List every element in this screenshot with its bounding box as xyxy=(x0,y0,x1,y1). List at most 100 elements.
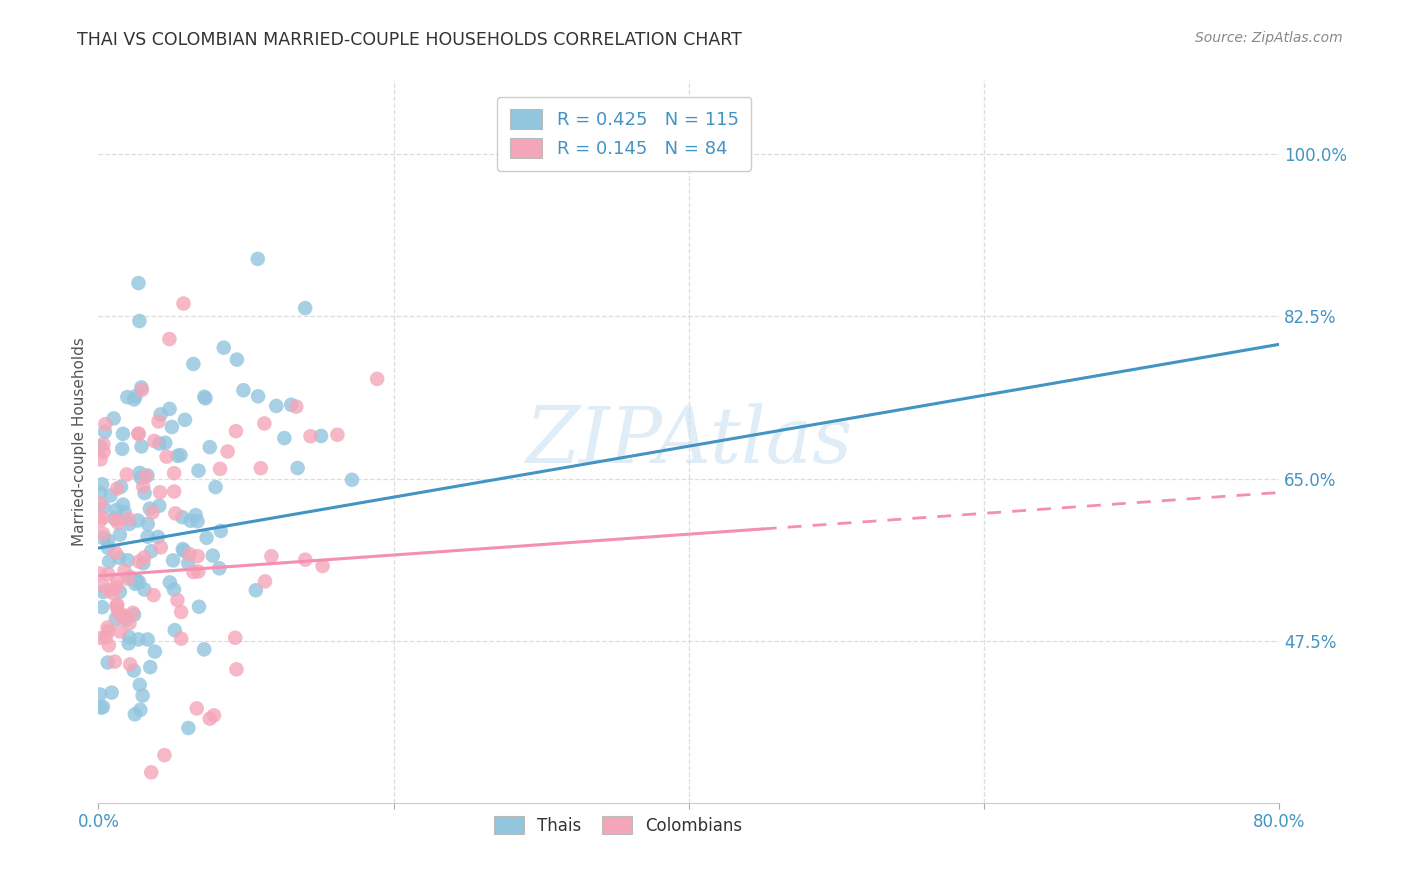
Point xyxy=(120,570,142,584)
Point xyxy=(136,632,159,647)
Point xyxy=(141,765,163,780)
Point xyxy=(187,464,209,478)
Point xyxy=(105,580,128,594)
Point xyxy=(198,712,221,726)
Point xyxy=(217,444,239,458)
Point xyxy=(155,450,177,464)
Point xyxy=(94,630,117,644)
Point xyxy=(249,461,271,475)
Point xyxy=(90,700,112,714)
Point xyxy=(97,620,120,634)
Point xyxy=(93,445,115,459)
Point xyxy=(285,400,308,414)
Point xyxy=(179,547,201,561)
Point xyxy=(226,352,249,367)
Point xyxy=(97,533,120,548)
Point xyxy=(309,429,332,443)
Point xyxy=(128,555,150,569)
Y-axis label: Married-couple Households: Married-couple Households xyxy=(72,337,87,546)
Point xyxy=(172,510,194,524)
Point xyxy=(163,484,186,499)
Point xyxy=(299,429,322,443)
Point xyxy=(104,545,127,559)
Point xyxy=(107,605,129,619)
Point xyxy=(273,431,295,445)
Point xyxy=(260,549,283,564)
Point xyxy=(146,530,169,544)
Point xyxy=(143,645,166,659)
Point xyxy=(186,701,208,715)
Point xyxy=(89,497,111,511)
Point xyxy=(280,398,302,412)
Point xyxy=(131,380,153,394)
Point xyxy=(108,624,131,639)
Point xyxy=(127,632,149,647)
Point xyxy=(100,685,122,699)
Point xyxy=(128,314,150,328)
Point xyxy=(105,598,128,612)
Point xyxy=(186,514,208,528)
Point xyxy=(122,606,145,620)
Point xyxy=(198,440,221,454)
Point xyxy=(98,583,121,598)
Point xyxy=(155,435,177,450)
Point xyxy=(135,469,157,483)
Point xyxy=(111,498,134,512)
Point xyxy=(114,505,136,519)
Point xyxy=(91,477,114,491)
Point xyxy=(132,480,155,494)
Point xyxy=(340,473,363,487)
Point xyxy=(202,708,225,723)
Point xyxy=(97,541,120,555)
Point xyxy=(187,565,209,579)
Point xyxy=(209,462,232,476)
Point xyxy=(166,593,188,607)
Point xyxy=(141,544,163,558)
Point xyxy=(246,252,269,266)
Point xyxy=(90,631,112,645)
Point xyxy=(91,600,114,615)
Point xyxy=(131,383,153,397)
Point xyxy=(148,436,170,450)
Point xyxy=(149,485,172,500)
Point xyxy=(97,656,120,670)
Point xyxy=(128,575,150,590)
Point xyxy=(90,452,112,467)
Point xyxy=(170,605,193,619)
Point xyxy=(160,420,183,434)
Point xyxy=(177,556,200,570)
Point xyxy=(118,616,141,631)
Point xyxy=(136,468,159,483)
Point xyxy=(143,434,166,448)
Point xyxy=(166,449,188,463)
Point xyxy=(163,582,186,597)
Point xyxy=(111,442,134,456)
Point xyxy=(162,553,184,567)
Point xyxy=(108,550,131,565)
Point xyxy=(125,573,148,587)
Point xyxy=(183,357,205,371)
Point xyxy=(129,471,152,485)
Point xyxy=(224,631,246,645)
Point xyxy=(194,392,217,406)
Point xyxy=(124,572,146,586)
Point xyxy=(127,276,149,290)
Point xyxy=(136,530,159,544)
Point xyxy=(139,660,162,674)
Point xyxy=(136,516,159,531)
Point xyxy=(97,638,120,652)
Point xyxy=(105,599,128,613)
Point xyxy=(117,572,139,586)
Point xyxy=(174,413,197,427)
Point xyxy=(326,427,349,442)
Point xyxy=(127,513,149,527)
Point xyxy=(163,623,186,637)
Point xyxy=(172,296,194,310)
Point xyxy=(117,390,139,404)
Point xyxy=(91,510,114,524)
Point xyxy=(232,383,254,397)
Text: ZIPAtlas: ZIPAtlas xyxy=(526,403,852,480)
Point xyxy=(128,678,150,692)
Point xyxy=(128,426,150,441)
Point xyxy=(112,608,135,623)
